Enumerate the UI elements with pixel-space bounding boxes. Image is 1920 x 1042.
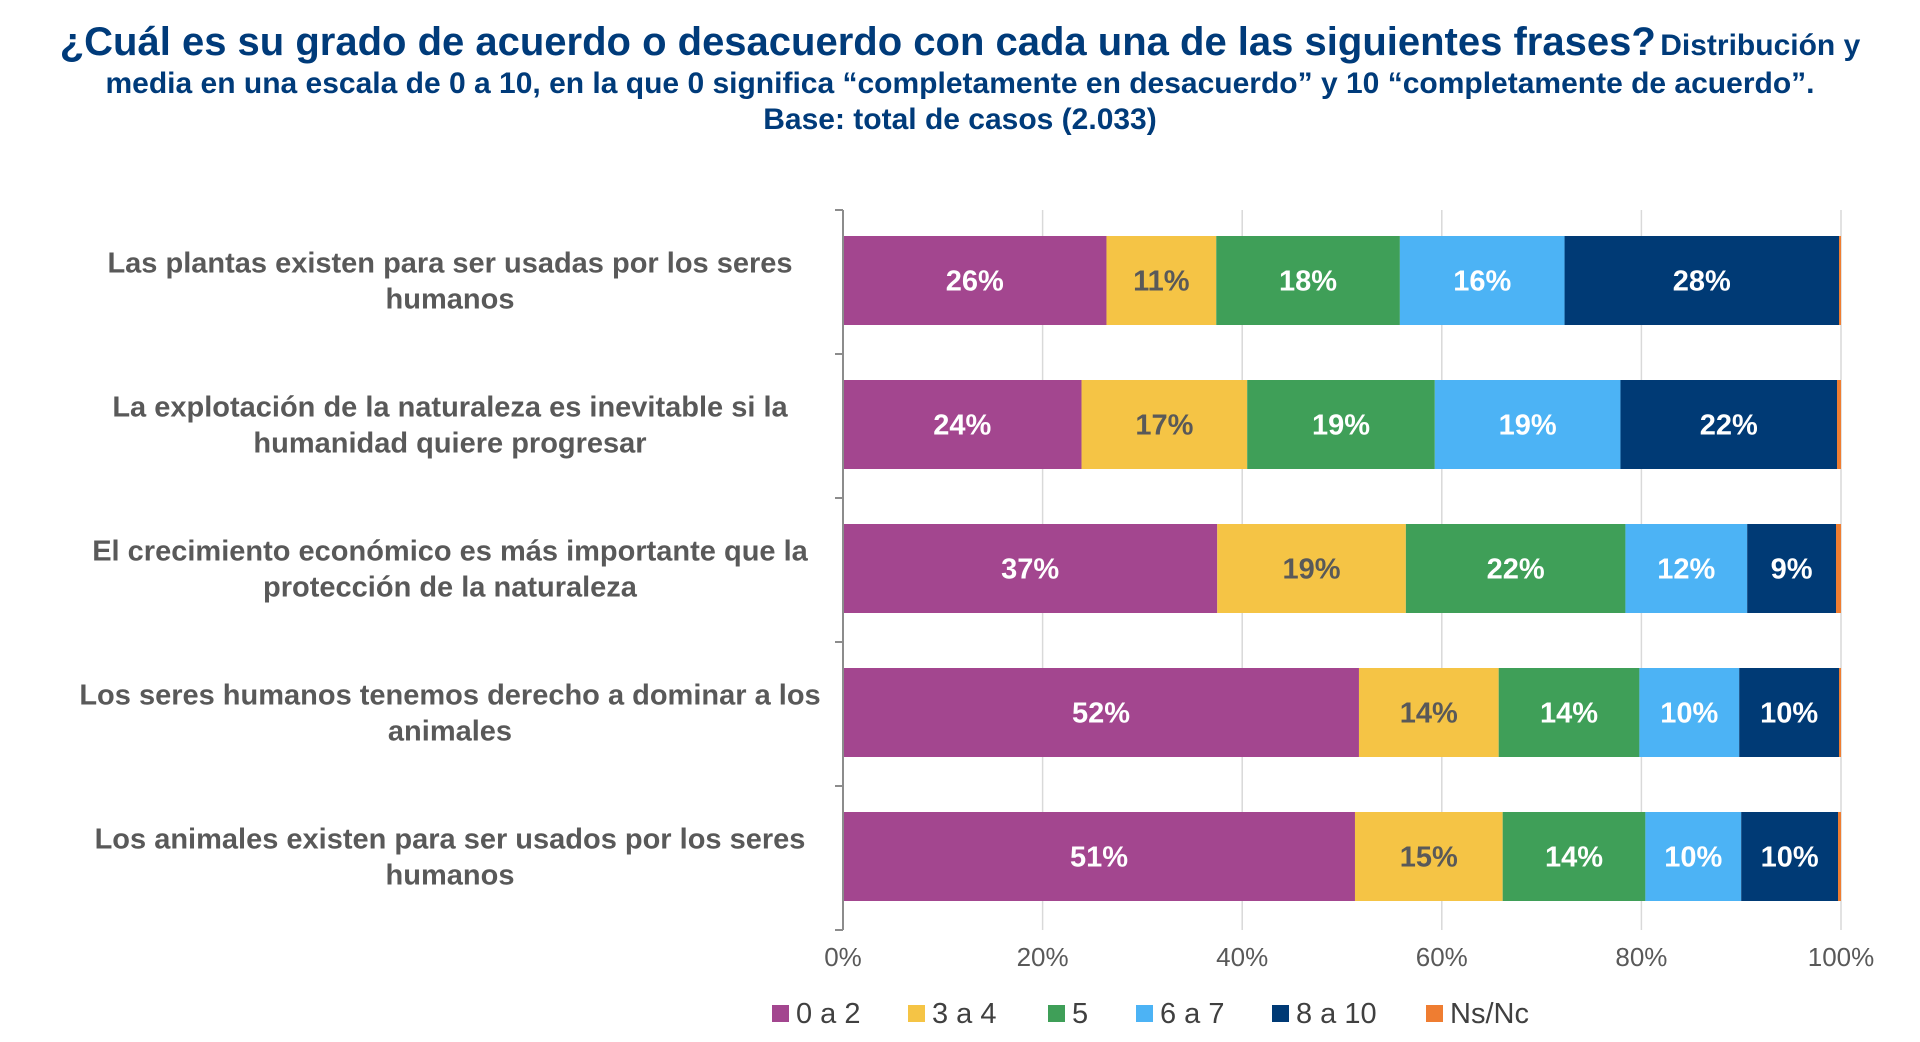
x-tick-label: 60% [1416, 942, 1468, 972]
data-label: 15% [1400, 842, 1458, 874]
bar-segment [1836, 524, 1841, 613]
bar-segment [1106, 236, 1217, 325]
category-label-line: El crecimiento económico es más importan… [92, 536, 808, 568]
bar-segment [1247, 380, 1435, 469]
bar-segment [1434, 380, 1621, 469]
bar-segment [1399, 236, 1565, 325]
bar-segment [1564, 236, 1840, 325]
legend-swatch [1136, 1005, 1153, 1022]
data-label: 19% [1283, 554, 1341, 586]
category-labels: Las plantas existen para ser usadas por … [79, 248, 820, 892]
legend-label: Ns/Nc [1450, 998, 1529, 1030]
data-label: 10% [1761, 842, 1819, 874]
legend-label: 3 a 4 [932, 998, 997, 1030]
bar-segment [1217, 524, 1406, 613]
data-label: 19% [1499, 410, 1557, 442]
data-label: 22% [1487, 554, 1545, 586]
category-label-line: Las plantas existen para ser usadas por … [107, 248, 792, 280]
category-label-line: humanidad quiere progresar [253, 428, 646, 460]
category-label-line: humanos [386, 860, 515, 892]
data-label: 22% [1700, 410, 1758, 442]
bar-segment [1620, 380, 1838, 469]
axes-group [835, 209, 844, 931]
data-label: 26% [946, 266, 1004, 298]
data-label: 18% [1279, 266, 1337, 298]
bar-segment [1838, 812, 1841, 901]
bar-segment [1741, 812, 1839, 901]
bar-segment [1358, 668, 1499, 757]
legend-label: 6 a 7 [1160, 998, 1225, 1030]
bar-segment [1837, 380, 1841, 469]
x-tick-label: 100% [1808, 942, 1875, 972]
bar-segment [843, 812, 1355, 901]
legend-swatch [908, 1005, 925, 1022]
category-label: Las plantas existen para ser usadas por … [107, 248, 792, 316]
category-label: El crecimiento económico es más importan… [92, 536, 808, 604]
category-label: Los seres humanos tenemos derecho a domi… [79, 680, 820, 748]
data-label: 52% [1072, 698, 1130, 730]
chart-title-question: ¿Cuál es su grado de acuerdo o desacuerd… [59, 20, 1656, 64]
legend-swatch [772, 1005, 789, 1022]
bar-segment [843, 236, 1107, 325]
bar-segment [1502, 812, 1646, 901]
bar-segment [1081, 380, 1248, 469]
category-label-line: La explotación de la naturaleza es inevi… [112, 392, 788, 424]
category-label-line: protección de la naturaleza [263, 572, 638, 604]
category-label-line: Los seres humanos tenemos derecho a domi… [79, 680, 820, 712]
legend-label: 8 a 10 [1296, 998, 1377, 1030]
data-label: 51% [1070, 842, 1128, 874]
data-label: 12% [1657, 554, 1715, 586]
legend: 0 a 2 3 a 4 5 6 a 7 8 a 10 Ns/Nc [772, 998, 1529, 1030]
x-tick-label: 80% [1615, 942, 1667, 972]
category-label-line: animales [388, 716, 512, 748]
bar-segment [1839, 236, 1841, 325]
chart-base-note: Base: total de casos (2.033) [763, 103, 1157, 136]
x-tick-label: 20% [1017, 942, 1069, 972]
data-label: 16% [1453, 266, 1511, 298]
bar-segment [1747, 524, 1837, 613]
data-label: 37% [1001, 554, 1059, 586]
category-label-line: humanos [386, 284, 515, 316]
legend-swatch [1048, 1005, 1065, 1022]
data-label: 14% [1545, 842, 1603, 874]
data-label: 9% [1771, 554, 1813, 586]
bar-segment [1216, 236, 1400, 325]
data-label: 17% [1135, 410, 1193, 442]
data-label: 10% [1760, 698, 1818, 730]
data-label: 14% [1540, 698, 1598, 730]
bar-segment [843, 668, 1359, 757]
bar-segment [1625, 524, 1748, 613]
bar-segment [1639, 668, 1740, 757]
legend-swatch [1426, 1005, 1443, 1022]
x-tick-label: 0% [824, 942, 862, 972]
x-tick-label: 40% [1216, 942, 1268, 972]
data-label: 10% [1664, 842, 1722, 874]
category-label: Los animales existen para ser usados por… [95, 824, 806, 892]
data-label: 11% [1133, 266, 1190, 298]
data-label: 19% [1312, 410, 1370, 442]
x-tick-labels: 0% 20% 40% 60% 80% 100% [824, 942, 1874, 972]
chart-title: ¿Cuál es su grado de acuerdo o desacuerd… [40, 18, 1880, 138]
legend-swatch [1272, 1005, 1289, 1022]
legend-label: 5 [1072, 998, 1088, 1030]
bar-segment [1839, 668, 1841, 757]
bar-segment [1498, 668, 1640, 757]
bar-segment [1405, 524, 1626, 613]
category-label-line: Los animales existen para ser usados por… [95, 824, 806, 856]
bars-group: 26% 11% 18% 16% 28% 24% 17% 19% 19% 22% 37% 19% 22% 1… [843, 236, 1841, 901]
data-label: 28% [1673, 266, 1731, 298]
legend-label: 0 a 2 [796, 998, 861, 1030]
bar-segment [1354, 812, 1503, 901]
data-label: 24% [933, 410, 991, 442]
bar-segment [843, 524, 1218, 613]
data-label: 10% [1660, 698, 1718, 730]
data-label: 14% [1400, 698, 1458, 730]
bar-segment [1645, 812, 1742, 901]
bar-segment [1739, 668, 1840, 757]
chart-subtitle: Distribución y media en una escala de 0 … [105, 29, 1861, 100]
bar-segment [843, 380, 1082, 469]
category-label: La explotación de la naturaleza es inevi… [112, 392, 788, 460]
